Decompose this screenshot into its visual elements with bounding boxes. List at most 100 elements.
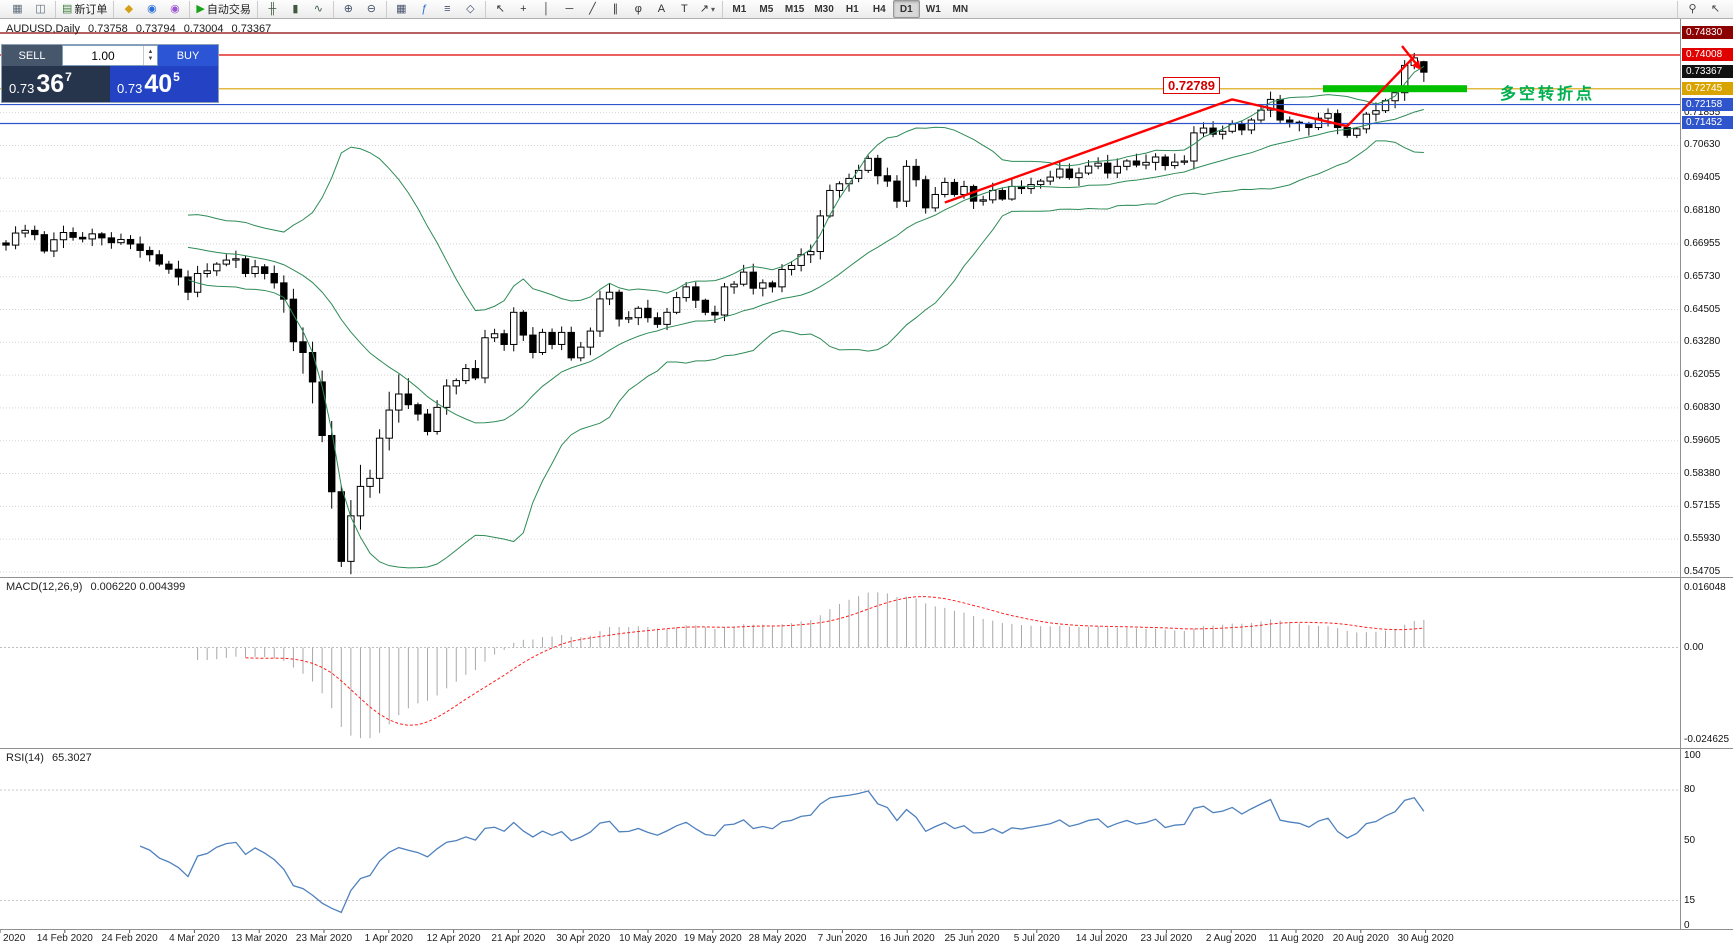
indicators-button[interactable]: ƒ <box>413 0 436 18</box>
candle-body <box>1084 165 1093 174</box>
sell-button[interactable]: SELL <box>2 45 62 66</box>
candle-body <box>395 393 403 411</box>
market-button[interactable]: ◉ <box>163 0 186 18</box>
timeframe-m30-button[interactable]: M30 <box>814 3 834 15</box>
objects-list-button[interactable]: ◇ <box>459 0 482 18</box>
volume-input[interactable]: 1.00 ▲ ▼ <box>62 45 158 66</box>
candle-body <box>1036 180 1045 186</box>
timeframe-mn-button[interactable]: MN <box>952 3 969 15</box>
new-chart-button[interactable]: ▦ <box>6 0 29 18</box>
quick-search-button[interactable]: ⚲ <box>1681 0 1704 18</box>
new-order-button-label: 新订单 <box>74 4 108 16</box>
chart-profiles-button[interactable]: ◫ <box>29 0 52 18</box>
cursor-mode-button[interactable]: ↖ <box>1704 0 1727 18</box>
candle-body <box>989 189 997 201</box>
indicator-list-button[interactable]: ≡ <box>436 0 459 18</box>
volume-value[interactable]: 1.00 <box>91 48 115 63</box>
crosshair-button[interactable]: + <box>512 0 535 18</box>
timeframe-h4-button[interactable]: H4 <box>872 3 886 15</box>
candle-body <box>557 331 566 345</box>
cursor-button[interactable]: ↖ <box>489 0 512 18</box>
candle-body <box>146 249 154 256</box>
candle-body <box>21 229 29 234</box>
buy-price-big: 40 <box>144 69 173 98</box>
timeframes-group: M1 M5 M15 M30 H1 H4 D1 W1 MN <box>721 0 977 18</box>
spin-down-icon[interactable]: ▼ <box>147 55 154 62</box>
main-pane <box>0 32 1680 575</box>
timeframe-m5-button[interactable]: M5 <box>759 3 774 15</box>
timeframe-m15-button[interactable]: M15 <box>784 3 805 15</box>
autotrading-icon: ▶ <box>196 3 205 15</box>
bollinger-lower-band <box>187 140 1424 569</box>
candle-body <box>1209 127 1217 135</box>
candle-body <box>1171 161 1179 167</box>
timeframe-h1-button[interactable]: H1 <box>845 3 859 15</box>
buy-button[interactable]: BUY <box>158 45 218 66</box>
spin-up-icon[interactable]: ▲ <box>147 48 154 55</box>
channel-button[interactable]: ∥ <box>604 0 627 18</box>
candle-body <box>749 271 757 289</box>
chart-symbol: AUDUSD,Daily <box>6 23 80 35</box>
candle-body <box>308 351 317 383</box>
volume-spinner[interactable]: ▲ ▼ <box>143 46 157 65</box>
bar-chart-button[interactable]: ╫ <box>261 0 284 18</box>
candle-body <box>88 233 96 240</box>
metaeditor-button[interactable]: ◆ <box>117 0 140 18</box>
candle-body <box>1065 168 1074 179</box>
candle-body <box>251 266 259 274</box>
candle-body <box>1362 113 1371 130</box>
candle-body <box>835 183 844 191</box>
candle-body <box>404 393 413 406</box>
text-icon: A <box>657 3 666 15</box>
timeframe-d1-button[interactable]: D1 <box>892 0 920 18</box>
buy-price[interactable]: 0.73 40 5 <box>110 66 218 102</box>
candlestick-chart-button[interactable]: ▮ <box>284 0 307 18</box>
macd-values: 0.006220 0.004399 <box>90 581 186 593</box>
candle-body <box>1075 172 1083 179</box>
line-chart-button[interactable]: ∿ <box>307 0 330 18</box>
ohlc-open: 0.73758 <box>88 23 128 35</box>
candle-body <box>921 179 930 209</box>
sell-price-small: 0.73 <box>9 80 35 96</box>
zoom-out-icon: ⊖ <box>366 3 376 15</box>
metaeditor-icon: ◆ <box>124 3 134 15</box>
fibonacci-button[interactable]: φ <box>627 0 650 18</box>
timeframe-w1-button[interactable]: W1 <box>925 3 941 15</box>
zoom-out-button[interactable]: ⊖ <box>360 0 383 18</box>
toolbar: ▦ ◫ ▤ 新订单 ◆ ◉ ◉ ▶ 自动交易 ╫ ▮ ∿ ⊕ ⊖ ▦ ƒ ≡ ◇ ↖ + │ ─ ╱ ∥ φ A T ↗ ▾ M1 M5 M1… <box>0 0 1733 19</box>
support-resistance-zone <box>1323 85 1467 93</box>
trendline-icon: ╱ <box>589 3 596 15</box>
new-order-button[interactable]: ▤ 新订单 <box>59 0 110 18</box>
arrows-button[interactable]: ↗ ▾ <box>696 0 719 18</box>
chart-profiles-icon: ◫ <box>35 3 46 15</box>
candle-body <box>912 165 920 181</box>
sell-price-sup: 7 <box>65 70 72 84</box>
tile-windows-button[interactable]: ▦ <box>390 0 413 18</box>
text-button[interactable]: A <box>650 0 673 18</box>
candle-body <box>701 299 710 313</box>
mql5-community-button[interactable]: ◉ <box>140 0 163 18</box>
candle-body <box>883 175 892 182</box>
candle-body <box>1343 127 1351 136</box>
cursor-mode-icon: ↖ <box>1710 3 1721 15</box>
candle-body <box>1113 165 1121 174</box>
text-label-button[interactable]: T <box>673 0 696 18</box>
vertical-line-button[interactable]: │ <box>535 0 558 18</box>
candle-body <box>452 380 460 387</box>
candle-body <box>711 311 719 316</box>
new-order-icon: ▤ <box>62 3 73 15</box>
zoom-in-button[interactable]: ⊕ <box>337 0 360 18</box>
candle-body <box>69 232 77 238</box>
timeframe-m1-button[interactable]: M1 <box>732 3 747 15</box>
horizontal-line-button[interactable]: ─ <box>558 0 581 18</box>
trendline-button[interactable]: ╱ <box>581 0 604 18</box>
market-icon: ◉ <box>170 3 180 15</box>
new-chart-icon: ▦ <box>12 3 23 15</box>
autotrading-button[interactable]: ▶ 自动交易 <box>193 0 253 18</box>
price-annotation-label[interactable]: 0.72789 <box>1163 77 1220 94</box>
macd-signal-line <box>245 596 1424 726</box>
sell-price[interactable]: 0.73 36 7 <box>2 66 110 102</box>
candle-body <box>155 254 163 265</box>
candle-body <box>471 368 480 379</box>
